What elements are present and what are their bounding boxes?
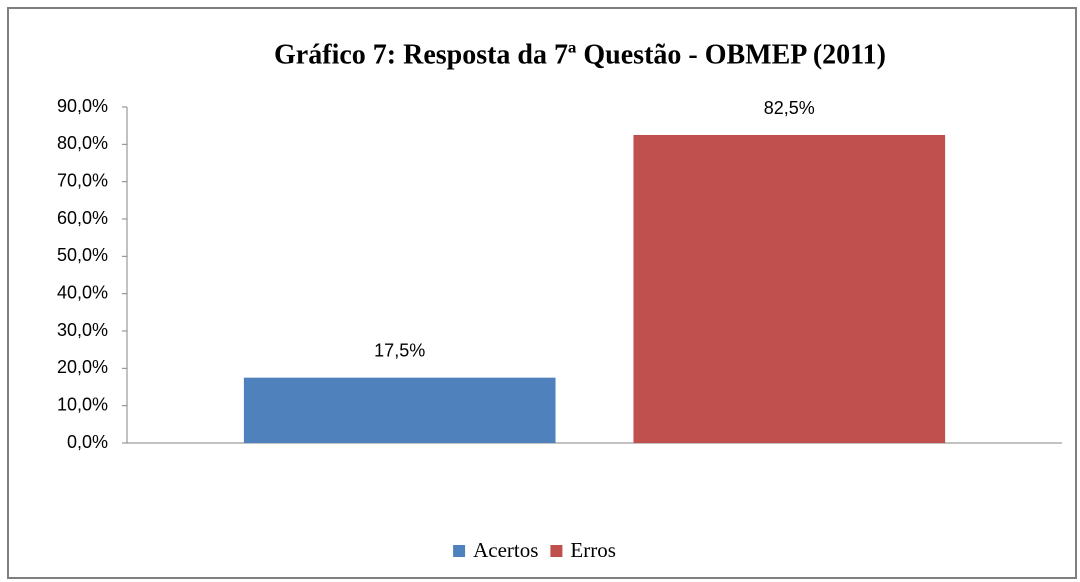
legend-swatch (550, 545, 563, 557)
y-tick-label: 0,0% (67, 432, 108, 452)
chart-title: Gráfico 7: Resposta da 7ª Questão - OBME… (274, 39, 886, 70)
y-tick-label: 50,0% (57, 245, 108, 265)
legend-label: Acertos (473, 538, 538, 562)
y-tick-label: 60,0% (57, 208, 108, 228)
bar (633, 135, 946, 443)
data-label: 17,5% (374, 340, 425, 360)
data-label: 82,5% (764, 98, 815, 118)
y-tick-label: 70,0% (57, 170, 108, 190)
y-tick-label: 40,0% (57, 282, 108, 302)
legend-swatch (453, 545, 466, 557)
y-tick-label: 90,0% (57, 96, 108, 116)
y-tick-label: 80,0% (57, 133, 108, 153)
bar (243, 377, 556, 443)
y-tick-label: 30,0% (57, 320, 108, 340)
y-tick-label: 20,0% (57, 357, 108, 377)
y-tick-label: 10,0% (57, 394, 108, 414)
legend-label: Erros (570, 538, 616, 562)
